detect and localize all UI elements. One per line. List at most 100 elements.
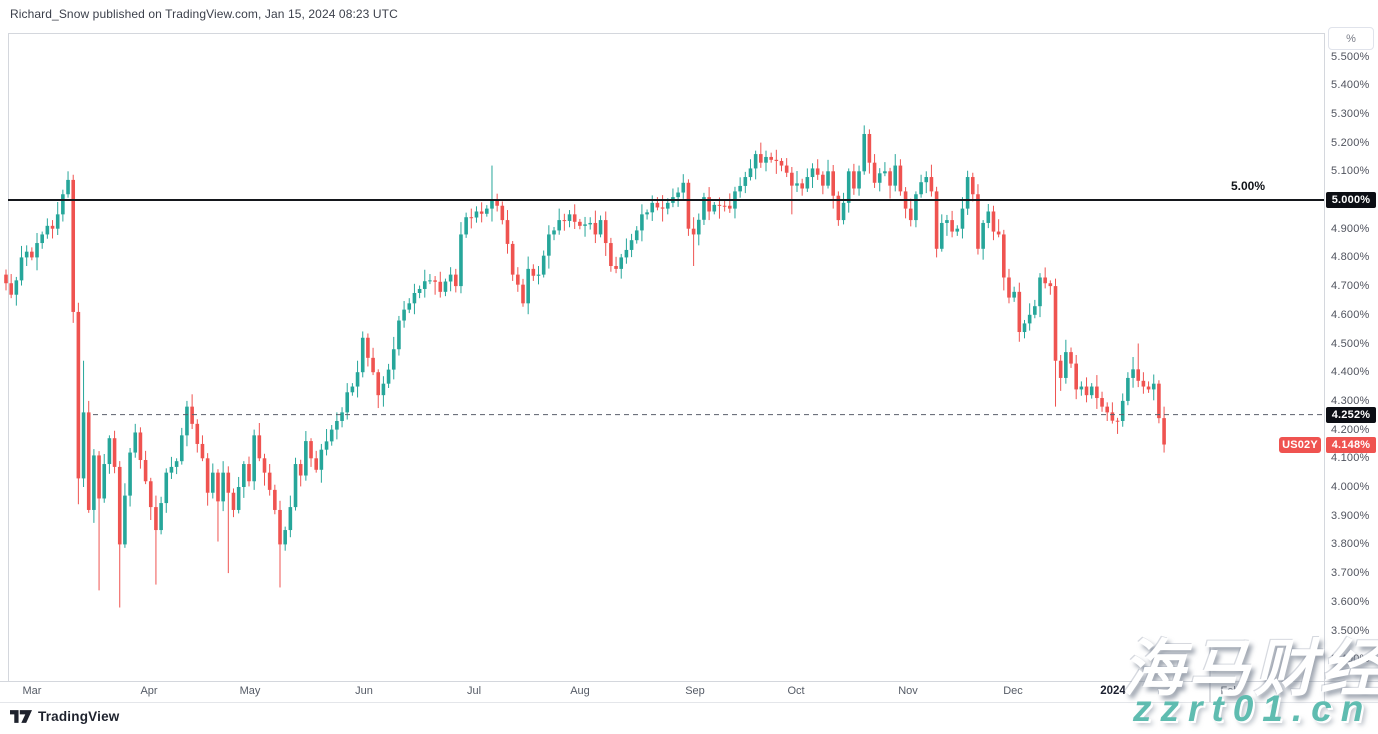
- candle-body: [50, 225, 55, 229]
- candle-body: [360, 337, 365, 373]
- candle-body: [516, 274, 520, 285]
- candle-body: [1064, 352, 1068, 378]
- candle-body: [417, 288, 422, 293]
- candle-body: [748, 168, 753, 178]
- price-tick-label: 5.500%: [1331, 50, 1370, 63]
- watermark-cn-title: 海马财经: [1122, 635, 1378, 704]
- candle-body: [629, 240, 634, 250]
- candle-body: [195, 423, 200, 444]
- candle-body: [428, 280, 432, 282]
- candle-body: [898, 165, 903, 192]
- candle-body: [1115, 420, 1120, 422]
- percent-unit-button[interactable]: %: [1328, 27, 1374, 50]
- candle-body: [810, 168, 815, 178]
- candle-body: [71, 179, 76, 312]
- candle-body: [619, 257, 624, 269]
- candle-body: [572, 214, 577, 222]
- footer-border: [0, 702, 1378, 703]
- month-tick-label: Apr: [140, 685, 158, 697]
- candle-body: [986, 211, 991, 223]
- price-tick-label: 3.900%: [1331, 509, 1370, 522]
- candle-body: [474, 211, 479, 218]
- candle-body: [309, 441, 313, 459]
- candle-body: [593, 222, 598, 235]
- price-tick-label: 3.700%: [1331, 567, 1370, 580]
- candle-body: [800, 183, 804, 189]
- candle-body: [288, 507, 293, 531]
- candle-body: [929, 177, 934, 192]
- candle-body: [76, 311, 81, 479]
- candle-body: [790, 172, 794, 186]
- candle-body: [412, 292, 417, 304]
- price-tick-label: 4.900%: [1331, 222, 1370, 235]
- candle-body: [510, 243, 515, 275]
- candle-body: [464, 217, 468, 235]
- candle-body: [831, 171, 835, 196]
- candle-body: [205, 458, 210, 493]
- candle-body: [236, 487, 241, 510]
- candle-body: [159, 503, 163, 531]
- price-tick-label: 3.600%: [1331, 595, 1370, 608]
- candle-body: [1043, 277, 1047, 284]
- candle-body: [86, 412, 91, 510]
- candle-body: [728, 205, 732, 209]
- candle-body: [712, 204, 717, 212]
- time-axis[interactable]: Mar Apr May Jun Jul Aug Sep Oct Nov Dec 2024 Feb: [0, 682, 1378, 702]
- price-tick-label: 5.100%: [1331, 165, 1370, 178]
- candle-body: [722, 205, 727, 207]
- candle-body: [247, 464, 251, 482]
- price-axis[interactable]: % 5.000% 4.252% 4.148% 5.500% 5.400% 5.300…: [1325, 0, 1378, 702]
- plot-border-top: [8, 33, 1324, 34]
- candle-body: [1151, 383, 1156, 390]
- price-tick-label: 4.500%: [1331, 337, 1370, 350]
- month-tick-label: Sep: [685, 685, 705, 697]
- candle-body: [1141, 380, 1146, 387]
- candle-body: [371, 357, 375, 373]
- attribution-text: Richard_Snow published on TradingView.co…: [10, 7, 398, 21]
- candle-body: [872, 162, 877, 183]
- candle-body: [211, 472, 215, 493]
- price-tick-label: 4.000%: [1331, 481, 1370, 493]
- tradingview-attribution[interactable]: TradingView: [10, 709, 119, 724]
- candle-body: [35, 243, 39, 258]
- price-tick-label: 5.200%: [1331, 136, 1370, 149]
- candle-body: [1069, 352, 1073, 364]
- candle-body: [852, 171, 856, 189]
- candle-body: [970, 177, 975, 195]
- candle-body: [1012, 291, 1016, 298]
- candle-body: [1089, 386, 1094, 396]
- candle-body: [603, 220, 608, 244]
- candle-body: [919, 182, 923, 195]
- candle-body: [438, 281, 443, 292]
- candle-body: [402, 309, 406, 321]
- candle-body: [583, 224, 587, 226]
- price-tick-label: 4.400%: [1331, 366, 1370, 379]
- tradingview-logo-text: TradingView: [38, 709, 120, 724]
- candle-body: [1033, 306, 1037, 315]
- candle-body: [981, 222, 985, 249]
- candle-body: [1002, 234, 1006, 278]
- candle-body: [66, 179, 70, 195]
- candle-body: [609, 243, 613, 267]
- candle-body: [774, 159, 779, 161]
- candle-body: [1110, 412, 1115, 421]
- candle-body: [81, 412, 86, 479]
- candle-body: [500, 205, 505, 221]
- candle-body: [179, 435, 184, 462]
- candle-body: [273, 489, 277, 510]
- candle-body: [92, 455, 96, 510]
- candle-body: [696, 219, 701, 235]
- candle-body: [759, 154, 763, 163]
- candle-body: [1131, 369, 1135, 378]
- price-tick-label: 5.300%: [1331, 107, 1370, 120]
- month-tick-label: Oct: [787, 685, 805, 697]
- candle-body: [453, 274, 458, 287]
- candle-body: [598, 220, 603, 235]
- price-axis-border: [1324, 33, 1325, 702]
- candle-body: [624, 249, 629, 258]
- candle-body: [190, 406, 194, 424]
- candle-body: [640, 214, 644, 231]
- candle-body: [112, 438, 117, 467]
- candle-body: [24, 251, 29, 258]
